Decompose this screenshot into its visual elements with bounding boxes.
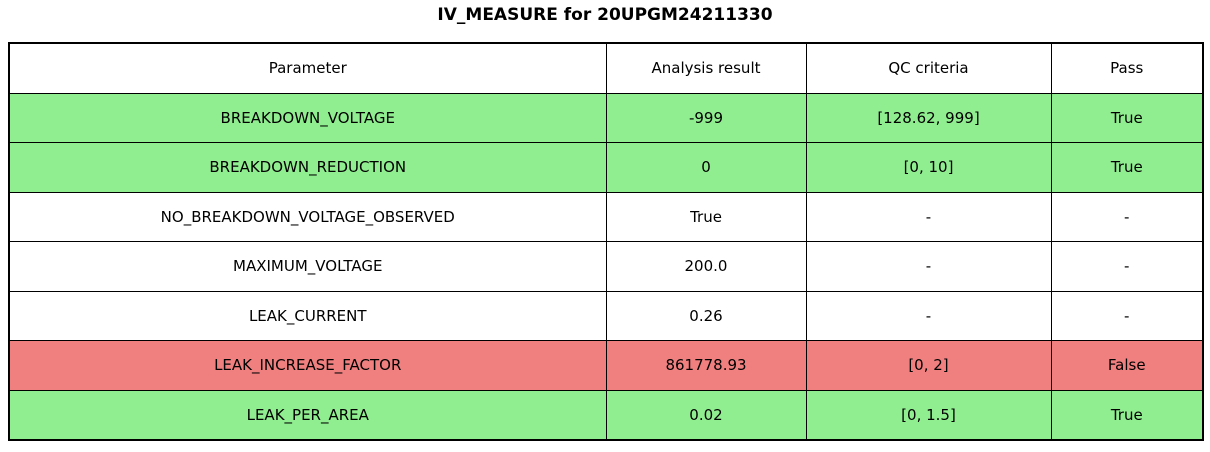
table-body: BREAKDOWN_VOLTAGE -999 [128.62, 999] Tru… [8,92,1204,441]
table-row: LEAK_PER_AREA 0.02 [0, 1.5] True [8,389,1204,441]
cell-parameter: LEAK_INCREASE_FACTOR [8,340,607,391]
cell-pass: - [1050,191,1204,242]
cell-pass: True [1050,142,1204,193]
cell-pass: False [1050,340,1204,391]
chart-title: IV_MEASURE for 20UPGM24211330 [437,5,773,25]
cell-parameter: LEAK_CURRENT [8,290,607,341]
table-row: MAXIMUM_VOLTAGE 200.0 - - [8,241,1204,292]
cell-pass: True [1050,92,1204,143]
cell-parameter: BREAKDOWN_REDUCTION [8,142,607,193]
cell-qc-criteria: [128.62, 999] [805,92,1052,143]
cell-qc-criteria: [0, 2] [805,340,1052,391]
cell-analysis-result: 861778.93 [605,340,807,391]
cell-pass: - [1050,290,1204,341]
table-row: LEAK_INCREASE_FACTOR 861778.93 [0, 2] Fa… [8,340,1204,391]
cell-analysis-result: 200.0 [605,241,807,292]
column-header-pass: Pass [1050,42,1204,94]
header-row: Parameter Analysis result QC criteria Pa… [8,42,1204,94]
table-row: NO_BREAKDOWN_VOLTAGE_OBSERVED True - - [8,191,1204,242]
qc-results-table: Parameter Analysis result QC criteria Pa… [8,42,1204,441]
cell-analysis-result: 0 [605,142,807,193]
cell-parameter: BREAKDOWN_VOLTAGE [8,92,607,143]
cell-analysis-result: True [605,191,807,242]
cell-qc-criteria: - [805,290,1052,341]
cell-parameter: LEAK_PER_AREA [8,389,607,441]
column-header-qc-criteria: QC criteria [805,42,1052,94]
cell-parameter: NO_BREAKDOWN_VOLTAGE_OBSERVED [8,191,607,242]
cell-qc-criteria: - [805,191,1052,242]
cell-qc-criteria: [0, 10] [805,142,1052,193]
table-row: BREAKDOWN_VOLTAGE -999 [128.62, 999] Tru… [8,92,1204,143]
cell-qc-criteria: [0, 1.5] [805,389,1052,441]
table-row: BREAKDOWN_REDUCTION 0 [0, 10] True [8,142,1204,193]
cell-analysis-result: 0.26 [605,290,807,341]
cell-analysis-result: -999 [605,92,807,143]
cell-parameter: MAXIMUM_VOLTAGE [8,241,607,292]
cell-pass: - [1050,241,1204,292]
table-row: LEAK_CURRENT 0.26 - - [8,290,1204,341]
cell-qc-criteria: - [805,241,1052,292]
column-header-analysis-result: Analysis result [605,42,807,94]
table-header: Parameter Analysis result QC criteria Pa… [8,42,1204,94]
cell-analysis-result: 0.02 [605,389,807,441]
column-header-parameter: Parameter [8,42,607,94]
cell-pass: True [1050,389,1204,441]
